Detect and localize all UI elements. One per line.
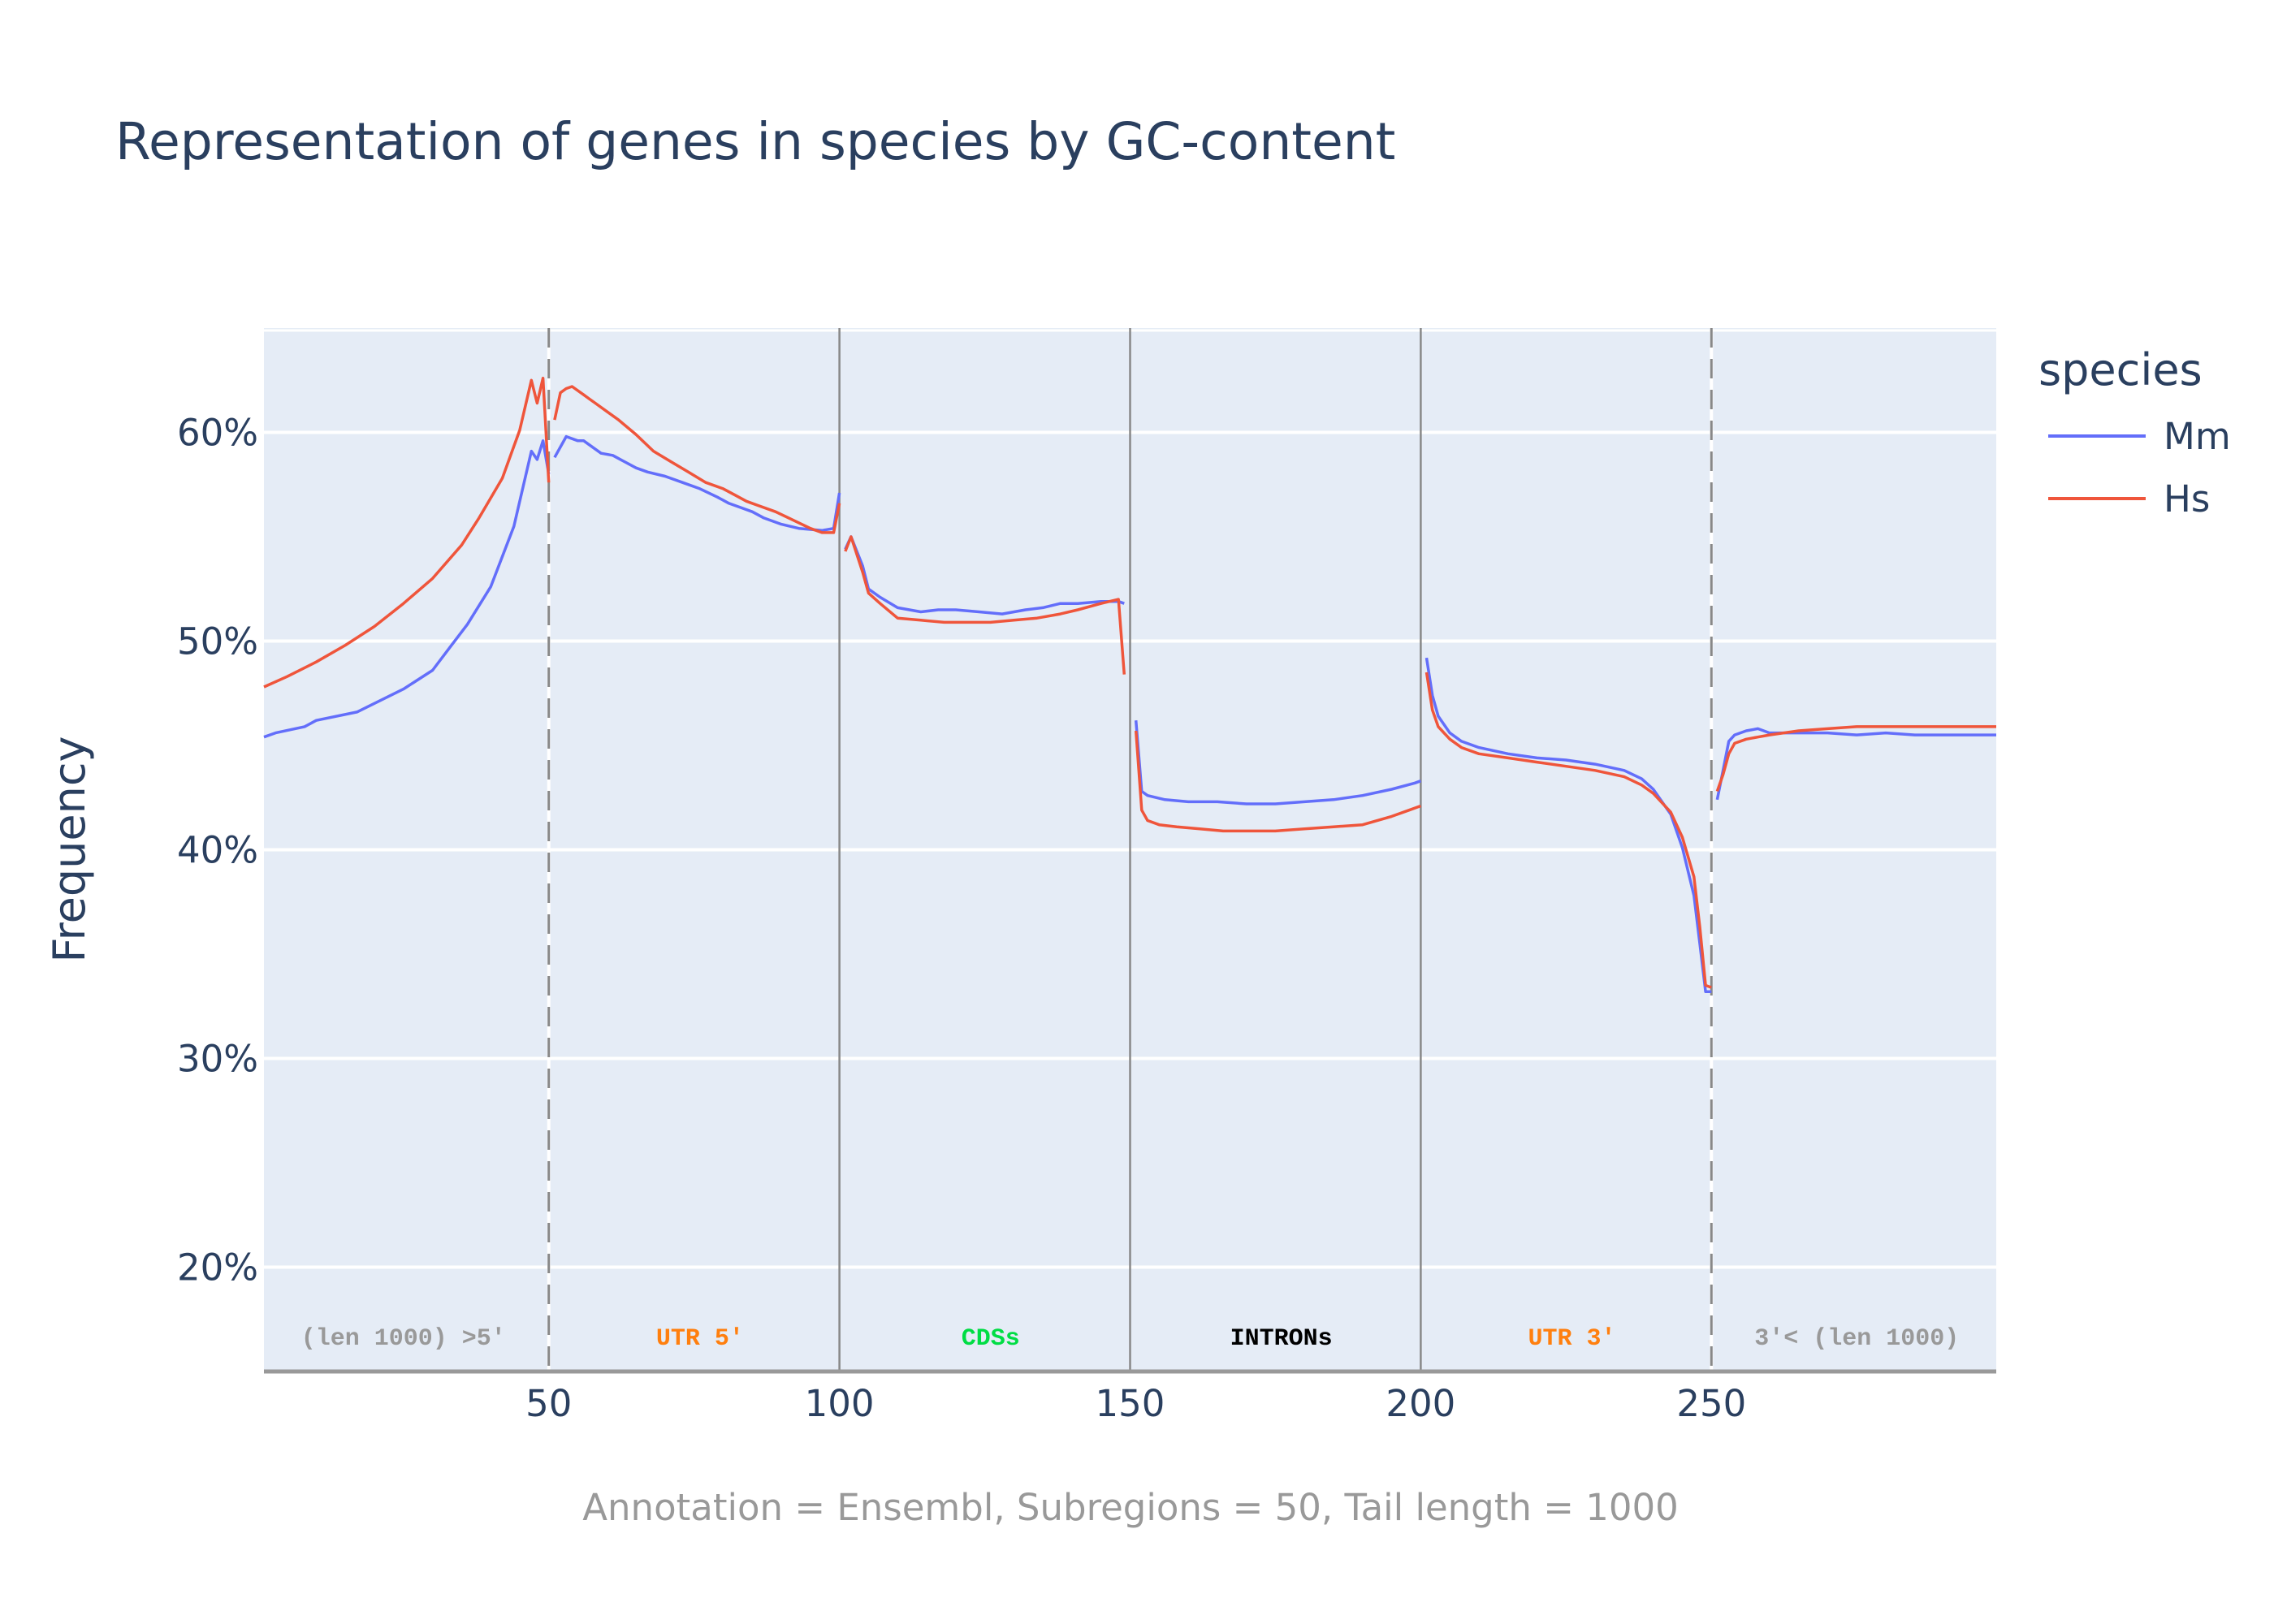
x-tick-labels: 50 100 150 200 250 <box>525 1382 1746 1425</box>
series-mm-segment-3 <box>1134 720 1421 806</box>
legend-title: species <box>2038 344 2203 395</box>
region-boundaries <box>547 328 1714 1371</box>
series-hs-segment-5 <box>1715 725 1996 793</box>
region-labels: (len 1000) >5' UTR 5' CDSs INTRONs UTR 3' 3'<… <box>301 1325 1959 1353</box>
legend-item-mm[interactable]: Mm <box>2048 415 2231 458</box>
y-tick-label-60: 60% <box>177 412 258 455</box>
x-tick-label-50: 50 <box>525 1382 572 1425</box>
series-hs <box>263 376 1996 989</box>
series-mm-segment-4 <box>1424 657 1712 994</box>
series-mm-segment-0 <box>263 439 551 739</box>
x-tick-label-150: 150 <box>1096 1382 1165 1425</box>
legend: species Mm Hs <box>2038 344 2231 520</box>
region-label-3: INTRONs <box>1230 1325 1333 1353</box>
series-mm-segment-5 <box>1715 727 1996 801</box>
legend-label-hs: Hs <box>2164 477 2210 520</box>
region-label-5: 3'< (len 1000) <box>1754 1325 1959 1353</box>
region-label-1: UTR 5' <box>656 1325 744 1353</box>
series-lines <box>263 376 1996 994</box>
series-mm-segment-1 <box>553 434 841 533</box>
series-hs-segment-1 <box>553 385 841 534</box>
y-tick-labels: 20% 30% 40% 50% 60% <box>177 412 258 1289</box>
y-tick-label-30: 30% <box>177 1038 258 1081</box>
x-tick-label-100: 100 <box>805 1382 875 1425</box>
y-axis-label: Frequency <box>44 736 95 963</box>
chart-title: Representation of genes in species by GC… <box>115 112 1395 171</box>
series-hs-segment-4 <box>1424 672 1712 989</box>
x-axis-label: Annotation = Ensembl, Subregions = 50, T… <box>582 1486 1678 1529</box>
y-tick-label-20: 20% <box>177 1246 258 1289</box>
x-tick-label-250: 250 <box>1676 1382 1746 1425</box>
region-label-4: UTR 3' <box>1528 1325 1615 1353</box>
series-hs-segment-0 <box>263 376 551 689</box>
series-hs-segment-3 <box>1134 730 1421 833</box>
series-hs-segment-2 <box>844 535 1126 675</box>
region-label-0: (len 1000) >5' <box>301 1325 506 1353</box>
y-tick-label-40: 40% <box>177 829 258 872</box>
x-tick-label-200: 200 <box>1386 1382 1455 1425</box>
y-tick-label-50: 50% <box>177 620 258 663</box>
region-label-2: CDSs <box>962 1325 1020 1353</box>
legend-label-mm: Mm <box>2164 415 2231 458</box>
legend-item-hs[interactable]: Hs <box>2048 477 2210 520</box>
